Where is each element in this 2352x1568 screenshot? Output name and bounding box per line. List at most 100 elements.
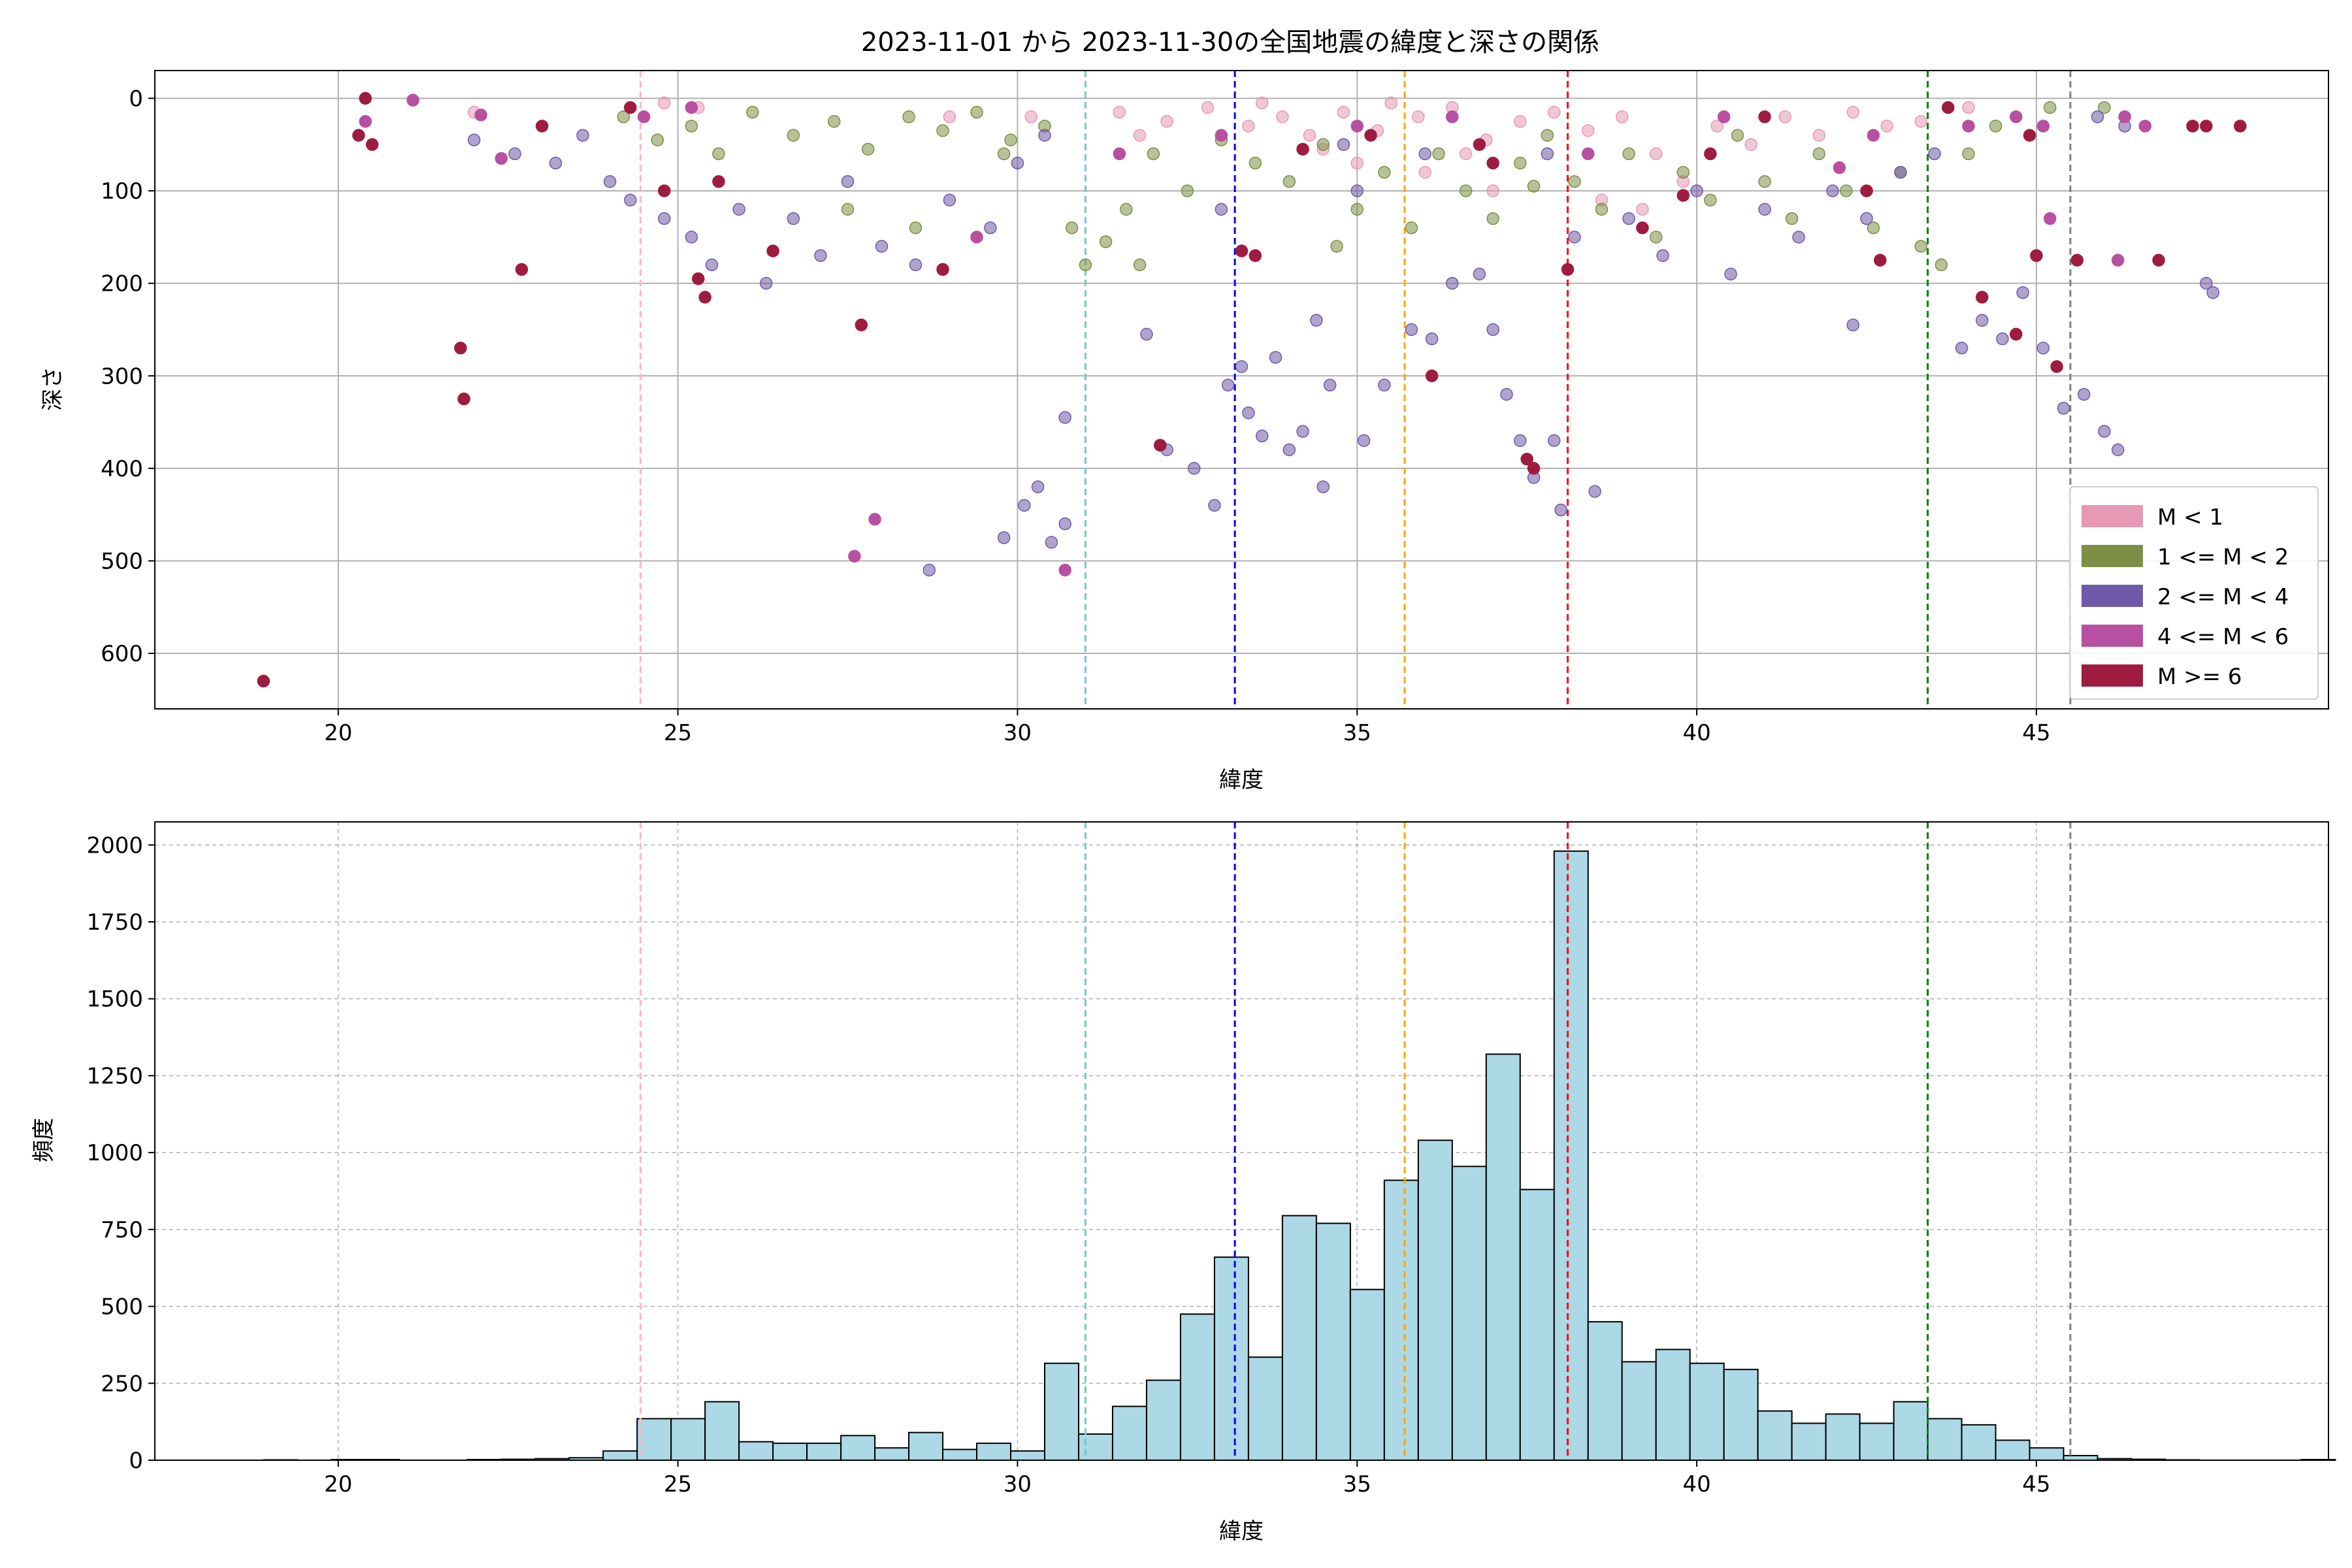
scatter-point bbox=[759, 276, 773, 290]
scatter-point bbox=[1384, 96, 1397, 110]
scatter-point bbox=[868, 512, 881, 526]
scatter-reference-lines bbox=[639, 71, 2072, 709]
histogram-bar bbox=[942, 1448, 978, 1462]
scatter-point bbox=[365, 138, 379, 152]
histogram-y-tick-label: 2000 bbox=[86, 832, 143, 858]
scatter-point bbox=[2009, 327, 2023, 341]
histogram-bar bbox=[1621, 1361, 1657, 1461]
scatter-point bbox=[685, 101, 698, 114]
scatter-point bbox=[1704, 147, 1717, 161]
scatter-point bbox=[936, 124, 949, 137]
legend-swatch bbox=[2082, 625, 2143, 647]
scatter-point bbox=[1962, 101, 1975, 114]
scatter-point bbox=[1527, 462, 1541, 475]
scatter-point bbox=[1942, 101, 1955, 114]
scatter-point bbox=[1649, 231, 1663, 244]
scatter-point bbox=[2057, 402, 2070, 415]
scatter-point bbox=[457, 392, 470, 406]
scatter-point bbox=[1337, 138, 1350, 152]
scatter-point bbox=[1282, 443, 1296, 457]
histogram-bar bbox=[1995, 1439, 2031, 1462]
histogram-bar bbox=[1859, 1422, 1895, 1461]
scatter-point bbox=[1486, 156, 1499, 170]
scatter-point bbox=[1622, 212, 1635, 225]
scatter-point bbox=[1568, 175, 1581, 188]
scatter-point bbox=[1976, 291, 1989, 304]
scatter-point bbox=[1208, 498, 1221, 512]
scatter-point bbox=[1744, 138, 1758, 152]
scatter-point bbox=[1860, 184, 1873, 197]
legend-swatch bbox=[2082, 664, 2143, 687]
scatter-point bbox=[1568, 231, 1581, 244]
scatter-x-tick-label: 35 bbox=[1343, 720, 1371, 746]
scatter-point bbox=[1011, 156, 1024, 170]
scatter-point bbox=[1955, 342, 1968, 355]
histogram-bar bbox=[670, 1418, 706, 1461]
scatter-point bbox=[1113, 147, 1126, 161]
scatter-point bbox=[2186, 120, 2199, 133]
scatter-point bbox=[1446, 276, 1459, 290]
scatter-x-tick-label: 30 bbox=[1004, 720, 1032, 746]
scatter-point bbox=[814, 249, 827, 262]
scatter-point bbox=[1357, 434, 1371, 448]
scatter-point bbox=[2111, 253, 2125, 267]
scatter-point bbox=[1378, 166, 1391, 179]
scatter-point bbox=[1581, 147, 1595, 161]
legend-entry: M < 1 bbox=[2157, 504, 2223, 531]
histogram-y-tick-label: 500 bbox=[101, 1294, 143, 1320]
scatter-point bbox=[1215, 129, 1228, 142]
scatter-point bbox=[1962, 147, 1975, 161]
scatter-point bbox=[712, 147, 725, 161]
scatter-point bbox=[1140, 327, 1153, 341]
scatter-point bbox=[732, 203, 745, 216]
scatter-point bbox=[1724, 267, 1737, 281]
scatter-x-tick-label: 45 bbox=[2022, 720, 2050, 746]
scatter-point bbox=[997, 531, 1011, 544]
scatter-point bbox=[1153, 438, 1167, 452]
histogram-bar bbox=[1689, 1362, 1725, 1461]
scatter-point bbox=[848, 549, 861, 563]
scatter-point bbox=[2070, 253, 2084, 267]
scatter-point bbox=[1928, 147, 1941, 161]
scatter-point bbox=[1731, 129, 1744, 142]
scatter-points bbox=[257, 91, 2247, 688]
scatter-point bbox=[2016, 286, 2029, 299]
scatter-point bbox=[712, 175, 725, 188]
scatter-panel: 20 25 30 35 40 45 0 100 200 300 400 500 600 緯度 深さ M… bbox=[40, 70, 2329, 793]
scatter-point bbox=[997, 147, 1011, 161]
scatter-point bbox=[705, 258, 719, 272]
scatter-point bbox=[1473, 267, 1486, 281]
histogram-bar bbox=[1010, 1450, 1045, 1462]
scatter-x-tick-label: 40 bbox=[1682, 720, 1710, 746]
scatter-point bbox=[1548, 105, 1561, 119]
histogram-bar bbox=[1519, 1188, 1555, 1461]
scatter-point bbox=[651, 133, 664, 146]
scatter-point bbox=[1425, 332, 1439, 346]
scatter-point bbox=[1935, 258, 1948, 272]
scatter-point bbox=[1914, 240, 1927, 253]
scatter-point bbox=[1330, 240, 1343, 253]
histogram-bar bbox=[1077, 1433, 1113, 1461]
scatter-point bbox=[637, 110, 651, 123]
scatter-point bbox=[1255, 96, 1269, 110]
scatter-point bbox=[787, 212, 800, 225]
scatter-point bbox=[841, 175, 855, 188]
scatter-point bbox=[1459, 184, 1473, 197]
scatter-point bbox=[1690, 184, 1703, 197]
scatter-point bbox=[902, 110, 915, 123]
scatter-point bbox=[359, 91, 372, 105]
histogram-y-tick-label: 1500 bbox=[86, 987, 143, 1013]
scatter-point bbox=[970, 231, 983, 244]
scatter-point bbox=[1676, 189, 1690, 202]
scatter-point bbox=[1826, 184, 1839, 197]
histogram-bar bbox=[1927, 1418, 1963, 1461]
histogram-bar bbox=[1451, 1166, 1487, 1462]
scatter-point bbox=[2111, 443, 2125, 457]
scatter-point bbox=[624, 101, 637, 114]
scatter-point bbox=[1527, 180, 1541, 193]
scatter-point bbox=[1867, 129, 1880, 142]
scatter-point bbox=[1269, 351, 1282, 364]
histogram-y-tick-label: 1250 bbox=[86, 1063, 143, 1089]
scatter-point bbox=[1976, 314, 1989, 327]
histogram-bar bbox=[1349, 1288, 1385, 1461]
